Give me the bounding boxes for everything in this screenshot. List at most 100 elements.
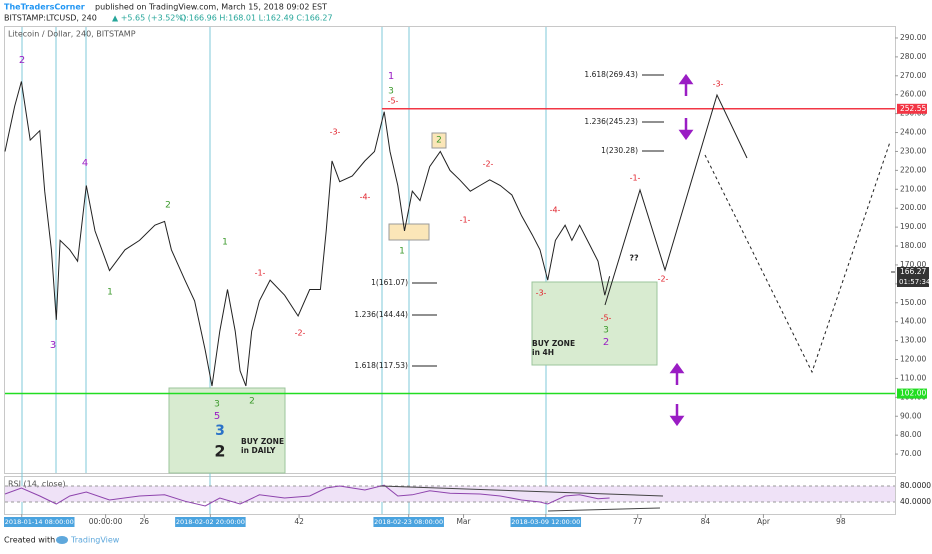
x-tick-label: 00:00:00 [89, 517, 123, 526]
last-price-label: 166.27 [900, 267, 926, 276]
x-tick-label: 77 [633, 517, 643, 526]
buy-zone-4h [531, 281, 658, 366]
chart-title: Litecoin / Dollar, 240, BITSTAMP [8, 30, 136, 39]
wave-label: -1- [630, 174, 641, 183]
published: published on TradingView.com, March 15, … [95, 3, 327, 12]
wave-labels: 2 4 3 1 2 1 -1- 3 5 3 2 2 -2- -3- -4- 1 … [19, 55, 724, 461]
wave-label: 1 [399, 247, 405, 257]
rsi-title: RSI (14, close) [8, 480, 66, 489]
wave-label: -3- [536, 289, 547, 298]
arrows [669, 73, 694, 427]
wave-label: -5- [601, 314, 612, 323]
level-label: 252.55 [900, 104, 926, 113]
change: ▲ +5.65 (+3.52%) [112, 14, 186, 23]
y-tick-label: 270.00 [900, 71, 926, 80]
wave-label: 2 [603, 337, 609, 348]
rsi-tick-label: 40.0000 [900, 497, 931, 506]
x-tick-label: 26 [140, 517, 150, 526]
wave-label: 2 [249, 397, 255, 407]
arrow-head [669, 415, 685, 427]
fib-label: 1(230.28) [601, 146, 638, 155]
trendline [547, 507, 661, 512]
zone-label: BUY ZONE [532, 339, 575, 348]
footer-brand[interactable]: TradingView [70, 536, 120, 545]
y-tick-label: 90.00 [900, 411, 922, 420]
x-tick-label: Apr [757, 517, 771, 526]
y-tick-label: 130.00 [900, 336, 926, 345]
wave-label: 3 [603, 326, 609, 336]
x-tick-label: 84 [701, 517, 711, 526]
wave-label: 3 [388, 87, 394, 97]
x-tick-highlight [373, 517, 444, 527]
wave-label: -1- [460, 216, 471, 225]
arrow-head [678, 73, 694, 85]
fib-label: 1.618(117.53) [354, 361, 408, 370]
wave-label: -1- [255, 269, 266, 278]
rsi-tick-label: 80.0000 [900, 481, 931, 490]
fib-label: 1.236(144.44) [354, 310, 408, 319]
wave-label: -4- [550, 206, 561, 215]
arrow-head [678, 129, 694, 141]
projection [604, 93, 891, 374]
price-line [4, 81, 611, 387]
footer-created: Created with [4, 536, 55, 545]
wave-label: 3 [214, 400, 220, 410]
zone-label: in 4H [532, 348, 554, 357]
wave-label: -2- [658, 275, 669, 284]
projection-path [604, 93, 748, 306]
question-label: ?? [629, 254, 639, 263]
arrow-head [669, 362, 685, 374]
wave-label: 1 [107, 288, 113, 298]
wave-label: -3- [330, 128, 341, 137]
wave-label: 2 [165, 201, 171, 211]
publisher[interactable]: TheTradersCorner [4, 3, 85, 12]
wave-label: -4- [360, 193, 371, 202]
x-tick-label: 2018-01-14 08:00:00 [5, 518, 74, 526]
y-tick-label: 240.00 [900, 128, 926, 137]
x-tick-highlight [510, 517, 582, 527]
y-tick-label: 70.00 [900, 449, 922, 458]
y-tick-label: 200.00 [900, 203, 926, 212]
projection-alt [704, 141, 891, 374]
fib-labels: 1.618(269.43) 1.236(245.23) 1(230.28) 1(… [354, 70, 638, 370]
fib-label: 1.618(269.43) [584, 70, 638, 79]
trendline [379, 485, 664, 497]
zone-label: in DAILY [241, 446, 276, 455]
wave-label: 4 [82, 158, 88, 169]
y-tick-label: 290.00 [900, 33, 926, 42]
x-tick-label: 98 [836, 517, 846, 526]
zone-label: BUY ZONE [241, 437, 284, 446]
y-tick-label: 260.00 [900, 90, 926, 99]
highlight-box [431, 132, 447, 149]
y-tick-label: 230.00 [900, 146, 926, 155]
x-tick-label: Mar [456, 517, 471, 526]
wave-label: 2 [436, 136, 442, 146]
level-badge [897, 103, 927, 114]
y-tick-label: 220.00 [900, 165, 926, 174]
y-tick-label: 80.00 [900, 430, 922, 439]
y-tick-label: 180.00 [900, 241, 926, 250]
y-tick-label: 150.00 [900, 298, 926, 307]
symbol: BITSTAMP:LTCUSD, 240 [4, 14, 97, 23]
countdown: 01:57:34 [899, 278, 931, 286]
wave-label: 1 [222, 238, 228, 248]
wave-label: 2 [214, 442, 225, 461]
fib-lines [412, 74, 664, 367]
wave-label: 5 [214, 411, 220, 422]
y-tick-label: 190.00 [900, 222, 926, 231]
y-tick-label: 210.00 [900, 184, 926, 193]
level-label: 102.00 [900, 389, 926, 398]
level-badge [897, 388, 927, 399]
y-tick-label: 110.00 [900, 373, 926, 382]
x-tick-highlight [175, 517, 246, 527]
x-tick-label: 42 [294, 517, 304, 526]
wave-label: -2- [295, 329, 306, 338]
main-pane [4, 26, 896, 474]
rsi-trendlines [379, 485, 664, 512]
wave-label: 3 [50, 340, 56, 351]
x-tick-label: 2018-02-02 20:00:00 [176, 518, 245, 526]
wave-label: 2 [19, 55, 25, 66]
x-tick-label: 2018-03-09 12:00:00 [511, 518, 580, 526]
